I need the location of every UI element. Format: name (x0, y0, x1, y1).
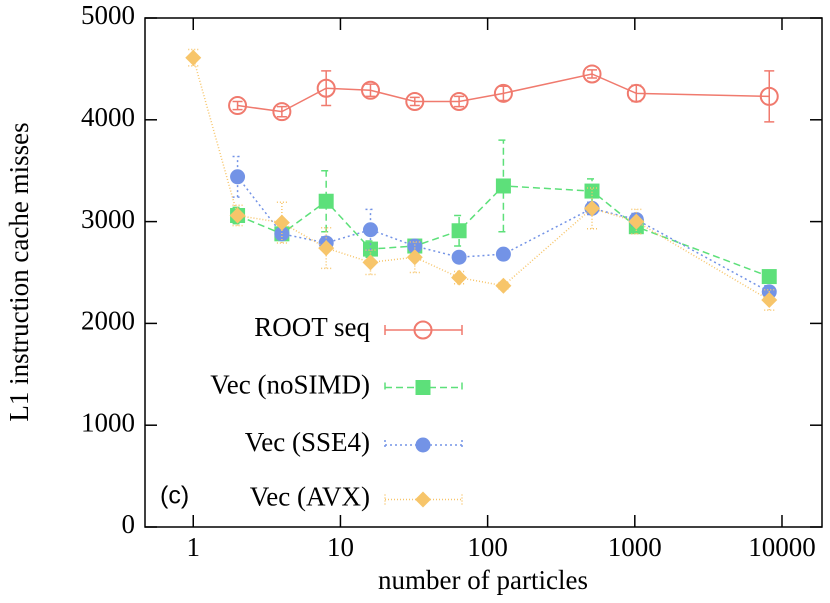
legend-line (384, 494, 463, 505)
data-point (230, 169, 246, 185)
error-bar (587, 187, 598, 230)
legend-marker (415, 380, 431, 395)
legend-marker (415, 437, 431, 453)
plot-frame (144, 17, 823, 528)
data-point (272, 102, 292, 122)
x-axis-label: number of particles (378, 565, 588, 595)
x-tick-label: 100 (467, 532, 508, 562)
data-point (495, 246, 511, 262)
x-tick-label: 1 (187, 532, 201, 562)
data-point (582, 64, 602, 84)
legend-line (384, 440, 463, 450)
error-bar (276, 105, 287, 118)
legend-label: Vec (SSE4) (245, 427, 370, 457)
y-tick-label: 2000 (81, 306, 135, 336)
error-bar (454, 95, 465, 108)
data-point (495, 277, 512, 294)
data-point (584, 183, 600, 199)
x-tick-label: 1000 (608, 532, 662, 562)
data-point (405, 91, 425, 111)
data-point (318, 240, 335, 257)
data-point (360, 80, 380, 100)
series-line (237, 73, 770, 113)
data-point (273, 214, 290, 231)
data-point (628, 213, 645, 230)
y-tick-label: 3000 (81, 204, 135, 234)
error-bar (321, 226, 332, 270)
y-tick-label: 1000 (81, 407, 135, 437)
error-bar (409, 96, 420, 107)
data-point (759, 86, 779, 106)
y-tick-label: 0 (122, 509, 136, 539)
legend-line (384, 325, 463, 335)
error-bar (188, 48, 199, 67)
data-point (451, 249, 467, 265)
data-point (229, 207, 246, 224)
data-point (761, 269, 777, 285)
data-point (316, 78, 336, 98)
legend-label: Vec (noSIMD) (210, 370, 370, 400)
data-point (406, 249, 423, 266)
data-point (407, 238, 423, 254)
data-point (449, 91, 469, 111)
data-point (584, 200, 601, 217)
data-point (493, 83, 513, 103)
legend-label: ROOT seq (254, 312, 370, 342)
data-point (761, 291, 778, 308)
data-point (362, 222, 378, 238)
data-point (451, 223, 467, 239)
y-axis-label: L1 instruction cache misses (4, 122, 34, 421)
error-bar (321, 70, 332, 107)
data-point (362, 254, 379, 271)
error-bar (276, 201, 287, 244)
data-point (318, 193, 334, 209)
legend-marker (415, 491, 431, 508)
error-bar (365, 83, 376, 98)
error-bar (587, 69, 598, 79)
data-point (185, 49, 202, 66)
data-point (451, 269, 468, 286)
data-point (626, 83, 646, 103)
annotation: (c) (160, 482, 189, 510)
y-tick-label: 4000 (81, 102, 135, 132)
legend-label: Vec (AVX) (250, 482, 370, 512)
error-bar (764, 70, 775, 123)
data-point (495, 178, 511, 194)
x-tick-label: 10000 (748, 532, 816, 562)
legend-marker (413, 320, 433, 340)
data-point (228, 96, 248, 116)
series-line (237, 185, 770, 278)
error-bar (232, 100, 243, 111)
y-tick-label: 5000 (81, 0, 135, 30)
x-tick-label: 10 (327, 532, 354, 562)
